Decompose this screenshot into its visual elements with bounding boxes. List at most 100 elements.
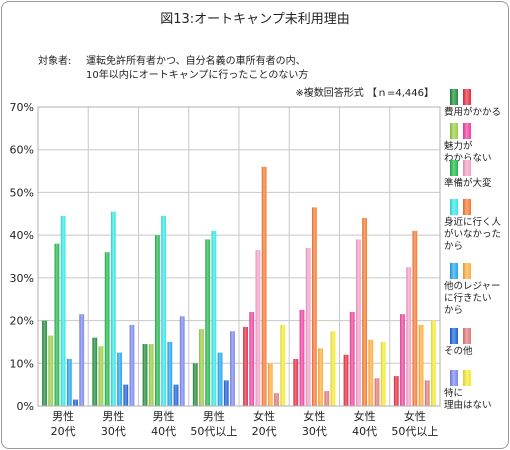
bar: [330, 331, 336, 406]
bar: [374, 378, 380, 406]
x-tick-label: 女性: [404, 409, 426, 423]
bar: [192, 363, 198, 406]
bar: [362, 218, 368, 406]
bar: [48, 335, 54, 406]
x-tick-label: 女性: [303, 409, 325, 423]
bar: [73, 399, 78, 406]
x-tick-label: 男性: [153, 409, 175, 423]
bar: [161, 215, 167, 406]
legend-swatch-female: [463, 123, 471, 139]
bar: [243, 326, 248, 406]
x-tick-label: 30代: [302, 425, 327, 438]
bar: [42, 320, 47, 406]
subject-line-1: 運転免許所有者かつ、自分名義の車所有者の内、: [86, 56, 306, 67]
bar: [60, 215, 66, 406]
y-tick-label: 50%: [10, 186, 34, 199]
chart-title: 図13:オートキャンプ未利用理由: [160, 12, 350, 27]
y-tick-label: 40%: [10, 229, 34, 242]
legend-swatch-female: [463, 263, 471, 279]
legend-swatch-male: [450, 370, 458, 386]
legend-swatch-male: [450, 123, 458, 139]
x-tick-label: 40代: [352, 425, 377, 438]
bar: [424, 380, 430, 406]
x-tick-label: 20代: [252, 425, 277, 438]
legend-label: 特に: [444, 387, 463, 399]
legend-label: から: [444, 241, 463, 252]
bar: [92, 337, 98, 406]
bar: [267, 363, 273, 406]
bar: [274, 393, 279, 406]
legend-label: 魅力が: [444, 140, 473, 152]
bar: [98, 346, 104, 406]
legend-swatch-male: [450, 89, 458, 105]
bar: [393, 376, 399, 406]
bar: [205, 239, 211, 406]
legend-swatch-female: [463, 328, 471, 344]
bar: [129, 324, 135, 406]
bar: [117, 352, 122, 406]
bar: [66, 359, 72, 406]
legend-swatch-male: [450, 263, 458, 279]
legend-label: 準備が大変: [444, 177, 492, 189]
legend-label: 理由はない: [444, 399, 492, 411]
legend-swatch-male: [450, 199, 458, 215]
bar: [199, 329, 204, 406]
y-tick-label: 0%: [17, 400, 34, 413]
x-tick-label: 女性: [354, 409, 376, 423]
bar: [280, 324, 286, 406]
subject-line-2: 10年以内にオートキャンプに行ったことのない方: [86, 70, 309, 81]
x-tick-label: 30代: [101, 425, 126, 438]
bar: [406, 267, 412, 406]
legend-label: 他のレジャー: [444, 280, 501, 292]
x-tick-label: 50代以上: [391, 425, 438, 438]
bar: [179, 316, 185, 406]
x-tick-label: 女性: [253, 409, 275, 423]
bar: [305, 247, 311, 406]
legend-label: に行きたい: [444, 292, 492, 304]
bar: [412, 230, 418, 406]
y-tick-label: 30%: [10, 272, 34, 285]
y-tick-label: 60%: [10, 144, 34, 157]
bar: [356, 239, 361, 406]
bar: [261, 166, 267, 406]
bar: [418, 324, 424, 406]
x-tick-label: 男性: [203, 409, 225, 423]
subject-label: 対象者:: [38, 56, 72, 67]
bar: [211, 230, 217, 406]
bar: [318, 348, 323, 406]
legend-swatch-female: [463, 89, 471, 105]
legend-swatch-female: [463, 370, 471, 386]
bar: [400, 314, 405, 406]
bar: [299, 309, 305, 406]
bar: [368, 339, 374, 406]
bar: [311, 207, 317, 406]
bar: [104, 252, 110, 406]
sample-note: ※複数回答形式 【ｎ=4,446】: [295, 88, 434, 99]
y-tick-label: 70%: [10, 101, 34, 114]
bar: [79, 314, 85, 406]
bar: [148, 344, 154, 406]
bar: [217, 352, 223, 406]
x-tick-label: 20代: [51, 425, 76, 438]
bar: [123, 384, 129, 406]
bar: [324, 391, 330, 406]
bar: [255, 250, 261, 406]
legend-swatch-female: [463, 199, 471, 215]
bar: [230, 331, 235, 406]
legend-label: がいなかった: [444, 228, 501, 240]
legend-swatch-male: [450, 160, 458, 176]
bar: [380, 341, 386, 406]
bar: [249, 312, 255, 406]
y-tick-label: 10%: [10, 357, 34, 370]
bar: [155, 235, 160, 406]
bar: [349, 312, 355, 406]
legend-label: から: [444, 305, 463, 316]
bar: [54, 243, 60, 406]
legend-label: 身近に行く人: [444, 216, 502, 228]
legend-swatch-female: [463, 160, 471, 176]
y-tick-label: 20%: [10, 315, 34, 328]
bar: [223, 380, 229, 406]
legend-label: わからない: [444, 153, 492, 164]
